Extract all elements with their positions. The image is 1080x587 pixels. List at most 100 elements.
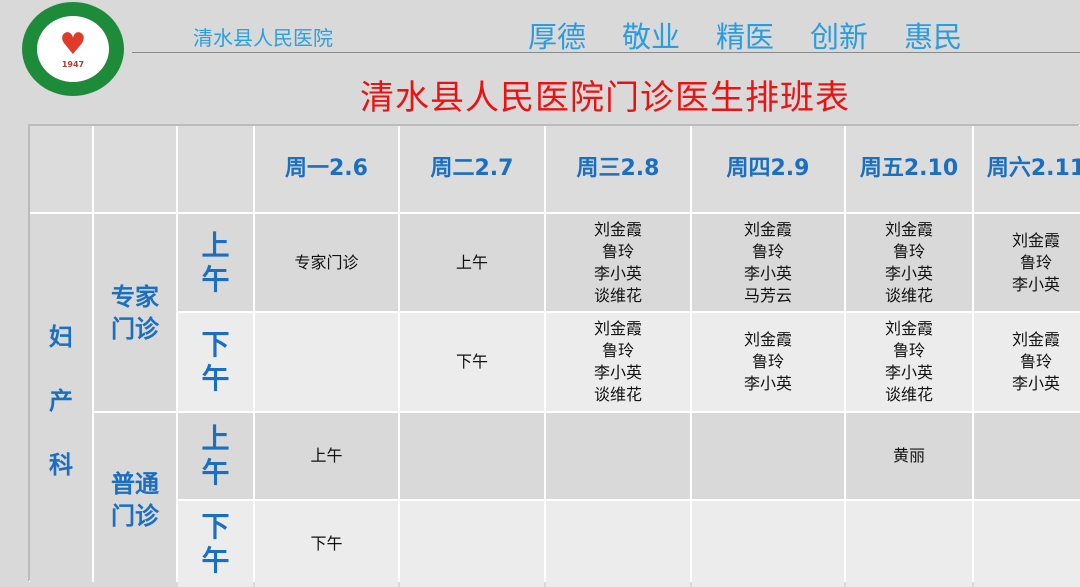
day-header: 周五2.10 (846, 126, 972, 212)
cell-text: 鲁玲 (751, 352, 784, 371)
cell-text: 李小英 (1011, 274, 1060, 294)
period-label: 下午 (201, 328, 230, 395)
cell-text: 刘金霞 (593, 219, 642, 239)
day-label: 周六2.11 (986, 156, 1080, 181)
schedule-cell (255, 313, 398, 411)
cell-text: 鲁玲 (1019, 352, 1052, 371)
cell-text: 谈维花 (593, 385, 642, 404)
clinic-label: 专家门诊 (111, 282, 159, 343)
cell-text: 上午 (310, 446, 343, 465)
period-label: 上午 (201, 422, 230, 489)
cell-text: 谈维花 (593, 285, 642, 305)
period-cell: 上午 (178, 214, 253, 311)
cell-text: 鲁玲 (601, 241, 634, 261)
slogans: 厚德 敬业 精医 创新 惠民 (528, 14, 962, 56)
clinic-type-cell: 专家门诊 (94, 214, 176, 411)
schedule-cell (974, 501, 1080, 587)
cell-text: 刘金霞 (1011, 330, 1060, 349)
slogan: 惠民 (904, 20, 963, 54)
hospital-name: 清水县人民医院 (193, 26, 333, 50)
schedule-cell (400, 501, 544, 587)
schedule-cell (546, 413, 690, 499)
cell-text: 马芳云 (743, 285, 792, 305)
cell-text: 鲁玲 (1019, 252, 1052, 272)
schedule-cell: 黄丽 (846, 413, 972, 499)
day-header: 周三2.8 (546, 126, 690, 212)
cell-text: 刘金霞 (884, 319, 933, 338)
cell-text: 鲁玲 (601, 341, 634, 360)
slogan: 精医 (716, 20, 775, 54)
period-cell: 下午 (178, 313, 253, 411)
divider (132, 52, 1080, 53)
schedule-cell (692, 501, 844, 587)
cell-text: 李小英 (884, 363, 933, 382)
cell-text: 刘金霞 (593, 319, 642, 338)
schedule-cell: 刘金霞鲁玲李小英谈维花 (846, 313, 972, 411)
day-label: 周一2.6 (285, 156, 368, 181)
header-empty-cell (30, 126, 92, 212)
schedule-cell: 刘金霞 鲁玲 李小英 (974, 214, 1080, 311)
schedule-cell: 下午 (255, 501, 398, 587)
day-label: 周五2.10 (859, 156, 959, 181)
hospital-logo: ♥ 1947 (22, 2, 124, 96)
schedule-table: 周一2.6 周二2.7 周三2.8 周四2.9 周五2.10 周六2.11 妇产科 专家门诊普… (28, 124, 1080, 587)
header-empty-cell (94, 126, 176, 212)
department-label: 妇产科 (49, 322, 73, 479)
day-label: 周三2.8 (576, 156, 660, 181)
clinic-type-cell: 普通门诊 (94, 413, 176, 587)
cell-text: 黄丽 (892, 446, 925, 465)
cell-text: 刘金霞 (743, 219, 792, 239)
schedule-cell (692, 413, 844, 499)
cell-text: 谈维花 (884, 385, 933, 404)
heart-icon: ♥ (59, 26, 87, 62)
day-header: 周六2.11 (974, 126, 1080, 212)
schedule-cell (400, 413, 544, 499)
period-cell: 下午 (178, 501, 253, 587)
cell-text: 李小英 (593, 363, 642, 382)
schedule-cell: 下午 (400, 313, 544, 411)
cell-text: 专家门诊 (294, 252, 359, 272)
cell-text: 李小英 (743, 374, 792, 393)
department-cell: 妇产科 (30, 214, 92, 587)
period-cell: 上午 (178, 413, 253, 499)
day-header: 周二2.7 (400, 126, 544, 212)
cell-text: 李小英 (743, 263, 792, 283)
slogan: 厚德 (528, 20, 587, 54)
cell-text: 鲁玲 (892, 341, 925, 360)
header-empty-cell (178, 126, 253, 212)
schedule-cell: 专家门诊 (255, 214, 398, 311)
day-header: 周一2.6 (255, 126, 398, 212)
cell-text: 刘金霞 (743, 330, 792, 349)
day-label: 周二2.7 (430, 156, 514, 181)
page-title: 清水县人民医院门诊医生排班表 (360, 78, 850, 118)
schedule-cell: 刘金霞 鲁玲 李小英 (692, 313, 844, 411)
day-header: 周四2.9 (692, 126, 844, 212)
period-label: 上午 (201, 228, 230, 296)
day-label: 周四2.9 (726, 156, 810, 181)
schedule-cell: 刘金霞 鲁玲 李小英 (974, 313, 1080, 411)
cell-text: 李小英 (593, 263, 642, 283)
cell-text: 鲁玲 (892, 241, 925, 261)
cell-text: 刘金霞 (884, 219, 933, 239)
schedule-cell: 刘金霞 鲁玲 李小英 谈维花 (546, 214, 690, 311)
cell-text: 下午 (310, 534, 343, 553)
cell-text: 上午 (455, 252, 488, 272)
schedule-cell: 上午 (400, 214, 544, 311)
cell-text: 下午 (455, 352, 488, 371)
cell-text: 李小英 (884, 263, 933, 283)
schedule-cell: 刘金霞 鲁玲 李小英 马芳云 (692, 214, 844, 311)
cell-text: 谈维花 (884, 285, 933, 305)
slogan: 敬业 (622, 20, 681, 54)
schedule-cell: 刘金霞鲁玲李小英谈维花 (546, 313, 690, 411)
schedule-cell: 刘金霞 鲁玲 李小英 谈维花 (846, 214, 972, 311)
logo-year: 1947 (61, 59, 85, 69)
schedule-cell: 上午 (255, 413, 398, 499)
schedule-cell (546, 501, 690, 587)
cell-text: 刘金霞 (1011, 230, 1060, 250)
schedule-cell (974, 413, 1080, 499)
cell-text: 李小英 (1011, 374, 1060, 393)
slogan: 创新 (810, 20, 869, 54)
cell-text: 鲁玲 (751, 241, 784, 261)
schedule-cell (846, 501, 972, 587)
period-label: 下午 (201, 510, 230, 577)
